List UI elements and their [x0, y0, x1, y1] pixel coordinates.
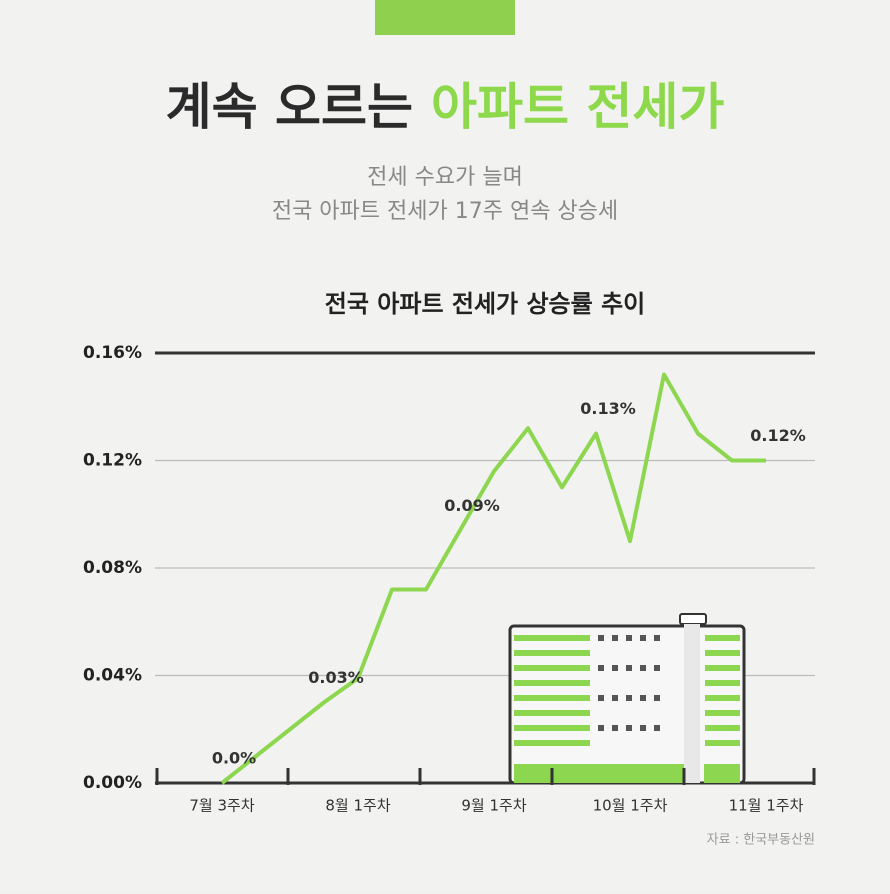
- line: [220, 372, 766, 785]
- x-tick-label: 8월 1주차: [325, 797, 390, 815]
- y-tick-label: 0.16%: [83, 343, 142, 363]
- x-ticks: [155, 768, 816, 785]
- x-tick-label: 7월 3주차: [189, 797, 254, 815]
- x-tick-label: 10월 1주차: [593, 797, 668, 815]
- title-green: 아파트 전세가: [431, 78, 724, 136]
- subtitle-line: 전국 아파트 전세가 17주 연속 상승세: [272, 199, 618, 224]
- y-tick-label: 0.08%: [83, 558, 142, 578]
- title: 계속 오르는 아파트 전세가: [166, 78, 725, 136]
- chart-title: 전국 아파트 전세가 상승률 추이: [325, 290, 645, 318]
- data-label: 0.03%: [308, 668, 364, 687]
- data-label: 0.09%: [444, 496, 500, 515]
- y-tick-label: 0.00%: [83, 773, 142, 793]
- title-dark: 계속 오르는: [166, 78, 413, 136]
- data-label: 0.13%: [580, 399, 636, 418]
- top-tab: [375, 0, 515, 35]
- data-label: 0.12%: [750, 426, 806, 445]
- y-tick-label: 0.12%: [83, 451, 142, 471]
- x-tick-label: 11월 1주차: [729, 797, 804, 815]
- x-tick-label: 9월 1주차: [461, 797, 526, 815]
- building: [508, 613, 746, 785]
- source: 자료 : 한국부동산원: [707, 833, 815, 848]
- subtitle-line: 전세 수요가 늘며: [367, 165, 523, 190]
- y-tick-label: 0.04%: [83, 666, 142, 686]
- data-label: 0.0%: [212, 749, 256, 768]
